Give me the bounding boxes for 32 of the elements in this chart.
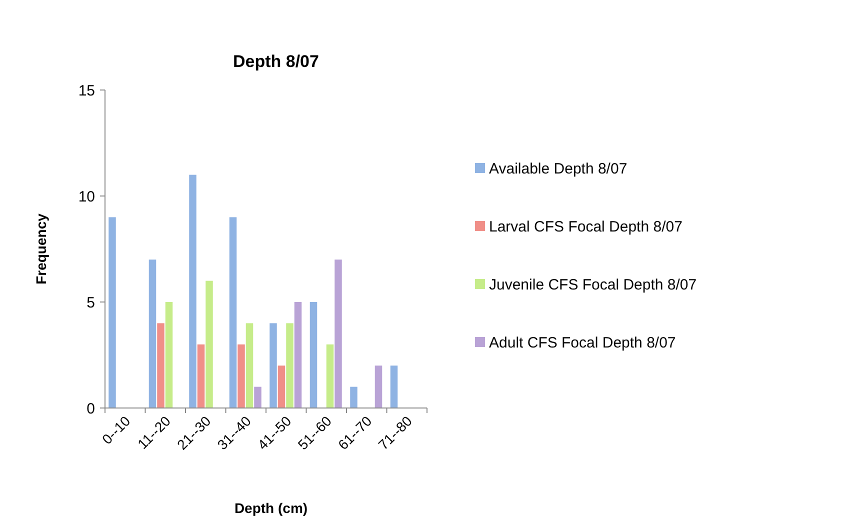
y-tick-label: 15 <box>78 82 95 100</box>
bar <box>286 323 294 408</box>
bar <box>294 302 302 408</box>
bar <box>197 344 205 408</box>
y-tick-label: 10 <box>78 188 95 206</box>
bar <box>310 302 318 408</box>
bar <box>374 366 382 408</box>
chart-title: Depth 8/07 <box>233 52 319 71</box>
legend-label: Juvenile CFS Focal Depth 8/07 <box>489 276 697 294</box>
bar <box>390 366 398 408</box>
bar <box>157 323 164 408</box>
legend-label: Adult CFS Focal Depth 8/07 <box>489 334 676 352</box>
bar <box>238 344 245 408</box>
bar <box>254 386 262 408</box>
bar <box>326 344 334 408</box>
legend-label: Larval CFS Focal Depth 8/07 <box>489 218 682 236</box>
bar <box>246 323 254 408</box>
y-tick-label: 0 <box>86 400 95 418</box>
bar <box>108 217 116 408</box>
bar <box>189 174 196 408</box>
bar <box>165 302 173 408</box>
bar <box>229 217 237 408</box>
bar <box>270 323 277 408</box>
bar <box>278 366 286 408</box>
y-axis-title: Frequency <box>33 213 49 284</box>
bar <box>350 386 358 408</box>
bar <box>334 260 342 408</box>
bar <box>206 280 213 408</box>
y-tick-label: 5 <box>86 294 95 312</box>
legend-label: Available Depth 8/07 <box>489 160 628 178</box>
bar <box>148 260 156 408</box>
x-axis-title: Depth (cm) <box>234 500 308 516</box>
